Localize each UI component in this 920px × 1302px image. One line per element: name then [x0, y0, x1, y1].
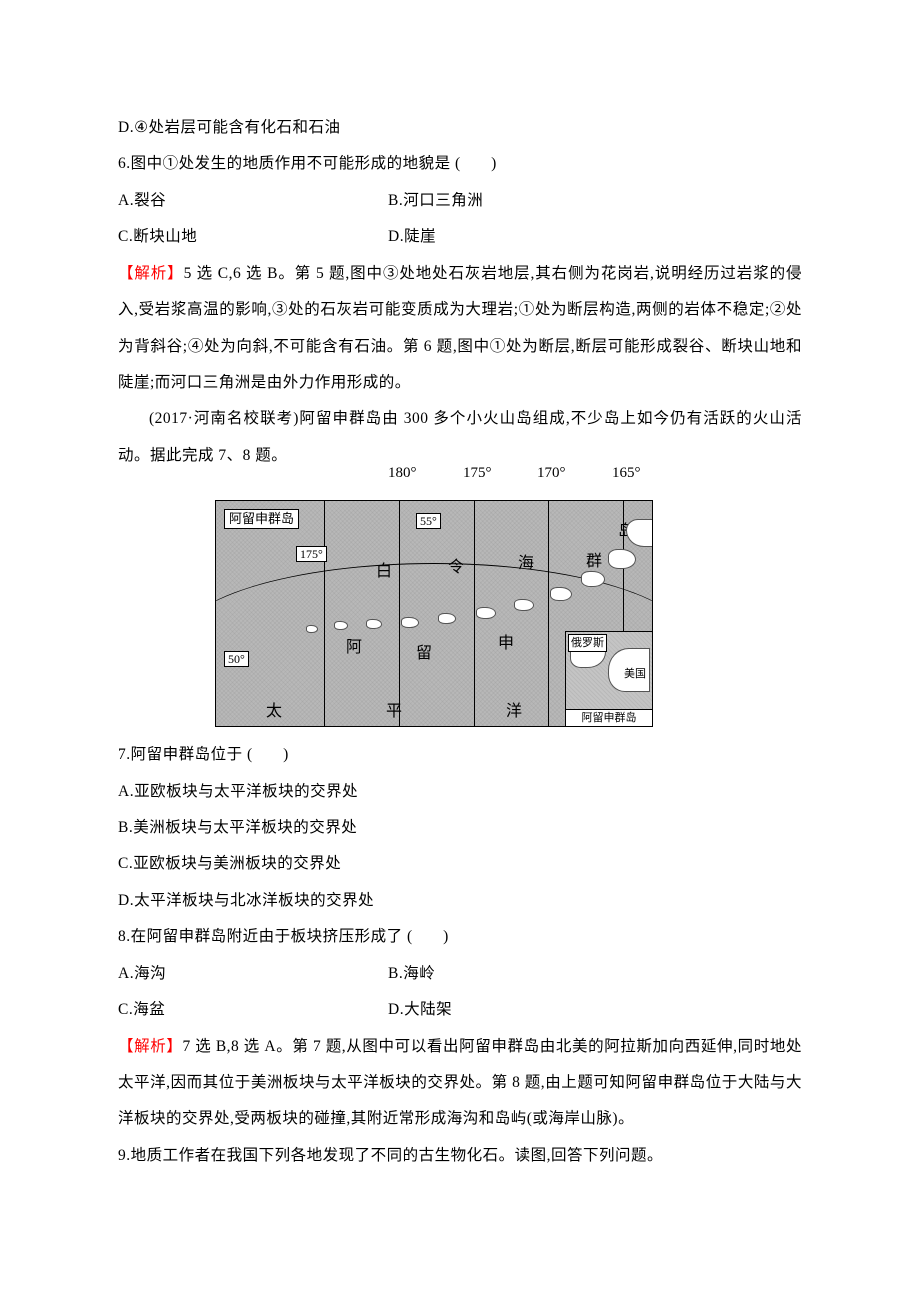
- q8-option-a: A.海沟: [118, 956, 388, 992]
- q6-options-row1: A.裂谷 B.河口三角洲: [118, 183, 802, 219]
- lon-175: 175°: [463, 456, 492, 491]
- q8-options-row2: C.海盆 D.大陆架: [118, 992, 802, 1028]
- explain-label: 【解析】: [118, 265, 184, 282]
- island-dot: [608, 549, 636, 569]
- q6-option-b: B.河口三角洲: [388, 183, 802, 219]
- island-dot: [438, 613, 456, 624]
- q6-options-row2: C.断块山地 D.陡崖: [118, 219, 802, 255]
- inset-map: 俄罗斯 美国 阿留申群岛: [565, 631, 652, 726]
- lat-55: 55°: [416, 513, 441, 529]
- passage-7-8: (2017·河南名校联考)阿留申群岛由 300 多个小火山岛组成,不少岛上如今仍…: [118, 401, 802, 474]
- map-box: 阿留申群岛 55° 175° 50° 白 令 海 群 岛: [215, 500, 653, 727]
- passage-source: (2017·河南名校联考): [149, 410, 299, 427]
- ocean-char-2: 平: [386, 693, 402, 727]
- q8-option-b: B.海岭: [388, 956, 802, 992]
- explain-7-8-body: 7 选 B,8 选 A。第 7 题,从图中可以看出阿留申群岛由北美的阿拉斯加向西…: [118, 1038, 802, 1128]
- ocean-char-1: 太: [266, 693, 282, 727]
- explain-label-78: 【解析】: [118, 1038, 182, 1055]
- q6-paren: ( ): [455, 155, 496, 172]
- q6-stem-line: 6.图中①处发生的地质作用不可能形成的地貌是 ( ): [118, 146, 802, 182]
- island-dot: [401, 617, 419, 628]
- inset-usa-label: 美国: [624, 662, 646, 688]
- sea-char-2: 令: [448, 549, 464, 587]
- islands-char-shen: 申: [498, 625, 514, 663]
- sea-char-1: 白: [376, 553, 392, 591]
- lon-175e-lbl: 175°: [296, 546, 327, 562]
- islands-char-liu: 留: [416, 635, 432, 673]
- lon-170: 170°: [537, 456, 566, 491]
- explanation-7-8: 【解析】7 选 B,8 选 A。第 7 题,从图中可以看出阿留申群岛由北美的阿拉…: [118, 1029, 802, 1138]
- ocean-char-3: 洋: [506, 693, 522, 727]
- q6-option-d: D.陡崖: [388, 219, 802, 255]
- q8-stem: 8.在阿留申群岛附近由于板块挤压形成了: [118, 928, 403, 945]
- q8-paren: ( ): [407, 928, 448, 945]
- lon-180: 180°: [388, 456, 417, 491]
- map-wrapper: 180° 175° 170° 165° 阿留申群岛 55° 175° 50°: [215, 478, 705, 727]
- inset-russia-label: 俄罗斯: [568, 634, 607, 652]
- q7-option-a: A.亚欧板块与太平洋板块的交界处: [118, 774, 802, 810]
- explain-5-6-body: 5 选 C,6 选 B。第 5 题,图中③处地处石灰岩地层,其右侧为花岗岩,说明…: [118, 265, 802, 391]
- q7-stem: 7.阿留申群岛位于: [118, 746, 243, 763]
- lon-165: 165°: [612, 456, 641, 491]
- q9-stem: 9.地质工作者在我国下列各地发现了不同的古生物化石。读图,回答下列问题。: [118, 1138, 802, 1174]
- q6-stem: 6.图中①处发生的地质作用不可能形成的地貌是: [118, 155, 451, 172]
- q7-option-c: C.亚欧板块与美洲板块的交界处: [118, 846, 802, 882]
- map-title-box: 阿留申群岛: [224, 509, 299, 529]
- island-dot: [514, 599, 534, 611]
- lat-50: 50°: [224, 651, 249, 667]
- island-dot: [581, 571, 605, 587]
- sea-char-3: 海: [518, 545, 534, 583]
- q7-option-b: B.美洲板块与太平洋板块的交界处: [118, 810, 802, 846]
- q7-option-d: D.太平洋板块与北冰洋板块的交界处: [118, 883, 802, 919]
- island-dot: [476, 607, 496, 619]
- q6-option-c: C.断块山地: [118, 219, 388, 255]
- q7-paren: ( ): [247, 746, 288, 763]
- q7-stem-line: 7.阿留申群岛位于 ( ): [118, 737, 802, 773]
- q8-options-row1: A.海沟 B.海岭: [118, 956, 802, 992]
- inset-title: 阿留申群岛: [566, 709, 652, 726]
- q6-option-a: A.裂谷: [118, 183, 388, 219]
- page: D.④处岩层可能含有化石和石油 6.图中①处发生的地质作用不可能形成的地貌是 (…: [0, 0, 920, 1302]
- q8-option-c: C.海盆: [118, 992, 388, 1028]
- explanation-5-6: 【解析】5 选 C,6 选 B。第 5 题,图中③处地处石灰岩地层,其右侧为花岗…: [118, 256, 802, 402]
- map-figure: 180° 175° 170° 165° 阿留申群岛 55° 175° 50°: [118, 478, 802, 727]
- island-dot: [550, 587, 572, 601]
- q5-option-d: D.④处岩层可能含有化石和石油: [118, 110, 802, 146]
- islands-char-a: 阿: [346, 629, 362, 667]
- q8-stem-line: 8.在阿留申群岛附近由于板块挤压形成了 ( ): [118, 919, 802, 955]
- q8-option-d: D.大陆架: [388, 992, 802, 1028]
